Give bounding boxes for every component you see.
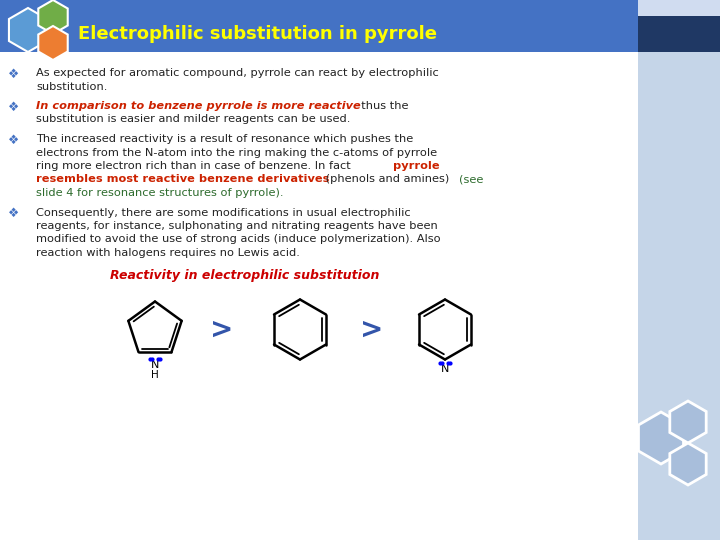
Text: substitution is easier and milder reagents can be used.: substitution is easier and milder reagen… [36, 114, 351, 125]
Text: ❖: ❖ [9, 207, 19, 220]
Text: slide 4 for resonance structures of pyrrole).: slide 4 for resonance structures of pyrr… [36, 188, 284, 198]
Text: Consequently, there are some modifications in usual electrophilic: Consequently, there are some modificatio… [36, 207, 410, 218]
Text: pyrrole: pyrrole [393, 161, 440, 171]
Text: In comparison to benzene pyrrole is more reactive: In comparison to benzene pyrrole is more… [36, 101, 361, 111]
Bar [0, 52, 638, 540]
Polygon shape [639, 412, 683, 464]
Text: The increased reactivity is a result of resonance which pushes the: The increased reactivity is a result of … [36, 134, 413, 144]
Bar [0, 0, 720, 52]
Text: modified to avoid the use of strong acids (induce polymerization). Also: modified to avoid the use of strong acid… [36, 234, 441, 245]
Text: electrons from the N-atom into the ring making the c-atoms of pyrrole: electrons from the N-atom into the ring … [36, 147, 437, 158]
Text: reagents, for instance, sulphonating and nitrating reagents have been: reagents, for instance, sulphonating and… [36, 221, 438, 231]
Text: H: H [151, 370, 159, 380]
Polygon shape [670, 401, 706, 443]
Polygon shape [9, 8, 47, 52]
Text: N: N [150, 360, 159, 370]
Text: ❖: ❖ [9, 133, 19, 146]
Text: >: > [360, 315, 384, 343]
Text: Reactivity in electrophilic substitution: Reactivity in electrophilic substitution [110, 269, 379, 282]
Text: N: N [441, 363, 449, 374]
Polygon shape [38, 0, 68, 34]
Text: >: > [210, 315, 234, 343]
Text: (see: (see [459, 174, 483, 185]
Polygon shape [38, 26, 68, 60]
Text: reaction with halogens requires no Lewis acid.: reaction with halogens requires no Lewis… [36, 248, 300, 258]
Bar [638, 0, 720, 16]
Bar [638, 0, 720, 540]
Text: ❖: ❖ [9, 100, 19, 113]
Text: substitution.: substitution. [36, 82, 107, 91]
Polygon shape [670, 443, 706, 485]
Bar [638, 0, 720, 52]
Text: thus the: thus the [354, 101, 408, 111]
Text: resembles most reactive benzene derivatives: resembles most reactive benzene derivati… [36, 174, 329, 185]
Text: ❖: ❖ [9, 68, 19, 80]
Text: As expected for aromatic compound, pyrrole can react by electrophilic: As expected for aromatic compound, pyrro… [36, 68, 438, 78]
Text: (phenols and amines): (phenols and amines) [322, 174, 453, 185]
Text: Electrophilic substitution in pyrrole: Electrophilic substitution in pyrrole [78, 25, 437, 43]
Text: ring more electron rich than in case of benzene. In fact: ring more electron rich than in case of … [36, 161, 354, 171]
